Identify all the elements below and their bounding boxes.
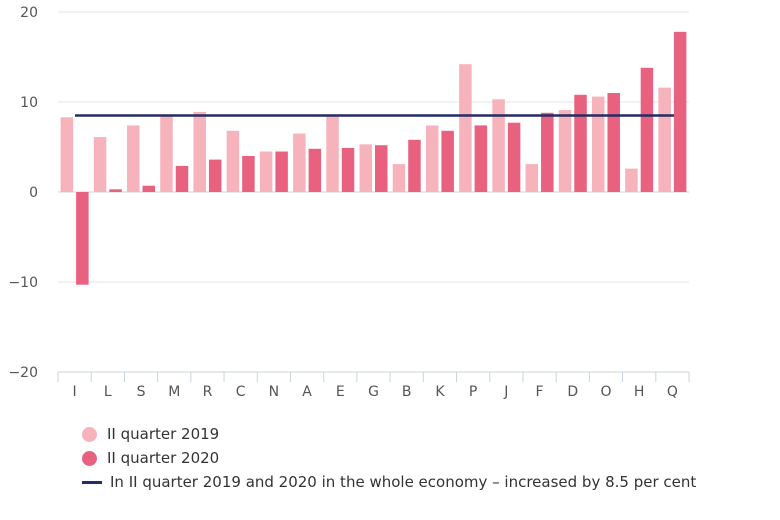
- legend-label-2020: II quarter 2020: [107, 449, 220, 467]
- x-tick-label: G: [368, 384, 379, 400]
- y-tick-label: 0: [29, 185, 38, 201]
- bar-L-2020[interactable]: [109, 189, 122, 192]
- bar-J-2019[interactable]: [492, 99, 505, 192]
- bar-G-2019[interactable]: [359, 144, 373, 192]
- bars: [60, 31, 687, 285]
- bar-E-2019[interactable]: [326, 115, 339, 193]
- x-tick-label: D: [567, 384, 578, 400]
- x-tick-label: E: [336, 384, 345, 400]
- bar-E-2020[interactable]: [341, 147, 355, 192]
- x-tick-label: B: [402, 384, 412, 400]
- bar-C-2019[interactable]: [226, 130, 240, 192]
- bar-P-2019[interactable]: [459, 64, 472, 192]
- bar-J-2020[interactable]: [507, 122, 521, 192]
- legend-item-2019[interactable]: II quarter 2019: [82, 422, 696, 446]
- legend-swatch-2019: [82, 426, 97, 442]
- bar-B-2020[interactable]: [408, 139, 421, 192]
- bar-chart: 20 10 0 −10 −20 I L S M R C N A E G B K P J F D O H Q: [8, 5, 690, 400]
- legend-item-reference[interactable]: In II quarter 2019 and 2020 in the whole…: [82, 470, 696, 494]
- x-tick-label: A: [302, 384, 312, 400]
- y-tick-label: 20: [20, 5, 38, 21]
- bar-I-2020[interactable]: [76, 192, 89, 285]
- x-tick-label: H: [634, 384, 645, 400]
- y-tick-label: −20: [8, 365, 38, 381]
- bar-O-2019[interactable]: [591, 96, 605, 192]
- bar-P-2020[interactable]: [474, 125, 488, 192]
- y-tick-label: −10: [8, 275, 38, 291]
- bar-K-2019[interactable]: [425, 125, 439, 192]
- bar-D-2020[interactable]: [574, 94, 587, 192]
- bar-G-2020[interactable]: [375, 145, 388, 192]
- x-tick-label: P: [469, 384, 477, 400]
- legend-label-2019: II quarter 2019: [107, 425, 220, 443]
- x-tick-label: S: [137, 384, 146, 400]
- bar-N-2020[interactable]: [275, 151, 288, 193]
- x-tick-label: N: [269, 384, 279, 400]
- bar-R-2020[interactable]: [208, 159, 222, 192]
- x-tick-label: K: [435, 384, 445, 400]
- bar-M-2020[interactable]: [175, 165, 189, 192]
- x-tick-label: O: [600, 384, 611, 400]
- x-tick-label: J: [503, 384, 508, 400]
- x-tick-label: M: [168, 384, 180, 400]
- bar-R-2019[interactable]: [193, 111, 206, 192]
- bar-F-2019[interactable]: [525, 164, 539, 192]
- legend-label-reference: In II quarter 2019 and 2020 in the whole…: [110, 473, 697, 491]
- bar-S-2019[interactable]: [127, 125, 140, 192]
- bar-O-2020[interactable]: [607, 93, 620, 192]
- legend-swatch-reference: [82, 480, 102, 484]
- bar-H-2020[interactable]: [640, 67, 654, 192]
- bar-I-2019[interactable]: [60, 117, 74, 192]
- x-tick-label: I: [73, 384, 77, 400]
- bar-N-2019[interactable]: [259, 151, 273, 193]
- legend-swatch-2020: [82, 450, 97, 466]
- bar-L-2019[interactable]: [93, 137, 107, 192]
- bar-S-2020[interactable]: [142, 185, 156, 192]
- x-tick-label: L: [104, 384, 112, 400]
- bar-C-2020[interactable]: [242, 156, 255, 192]
- x-tick-label: R: [203, 384, 213, 400]
- bar-M-2019[interactable]: [160, 114, 173, 192]
- x-tick-label: C: [236, 384, 246, 400]
- y-tick-label: 10: [20, 95, 38, 111]
- bar-D-2019[interactable]: [558, 110, 572, 192]
- legend-item-2020[interactable]: II quarter 2020: [82, 446, 696, 470]
- bar-K-2020[interactable]: [441, 130, 454, 192]
- bar-Q-2020[interactable]: [673, 31, 687, 192]
- x-tick-label: Q: [667, 384, 678, 400]
- bar-F-2020[interactable]: [541, 112, 554, 192]
- bar-H-2019[interactable]: [625, 168, 638, 192]
- bar-Q-2019[interactable]: [658, 87, 671, 192]
- legend: II quarter 2019 II quarter 2020 In II qu…: [82, 422, 696, 494]
- bar-A-2020[interactable]: [308, 148, 322, 192]
- x-tick-label: F: [536, 384, 544, 400]
- y-axis-ticks: 20 10 0 −10 −20: [8, 5, 38, 381]
- bar-A-2019[interactable]: [293, 133, 306, 193]
- bar-B-2019[interactable]: [392, 164, 406, 192]
